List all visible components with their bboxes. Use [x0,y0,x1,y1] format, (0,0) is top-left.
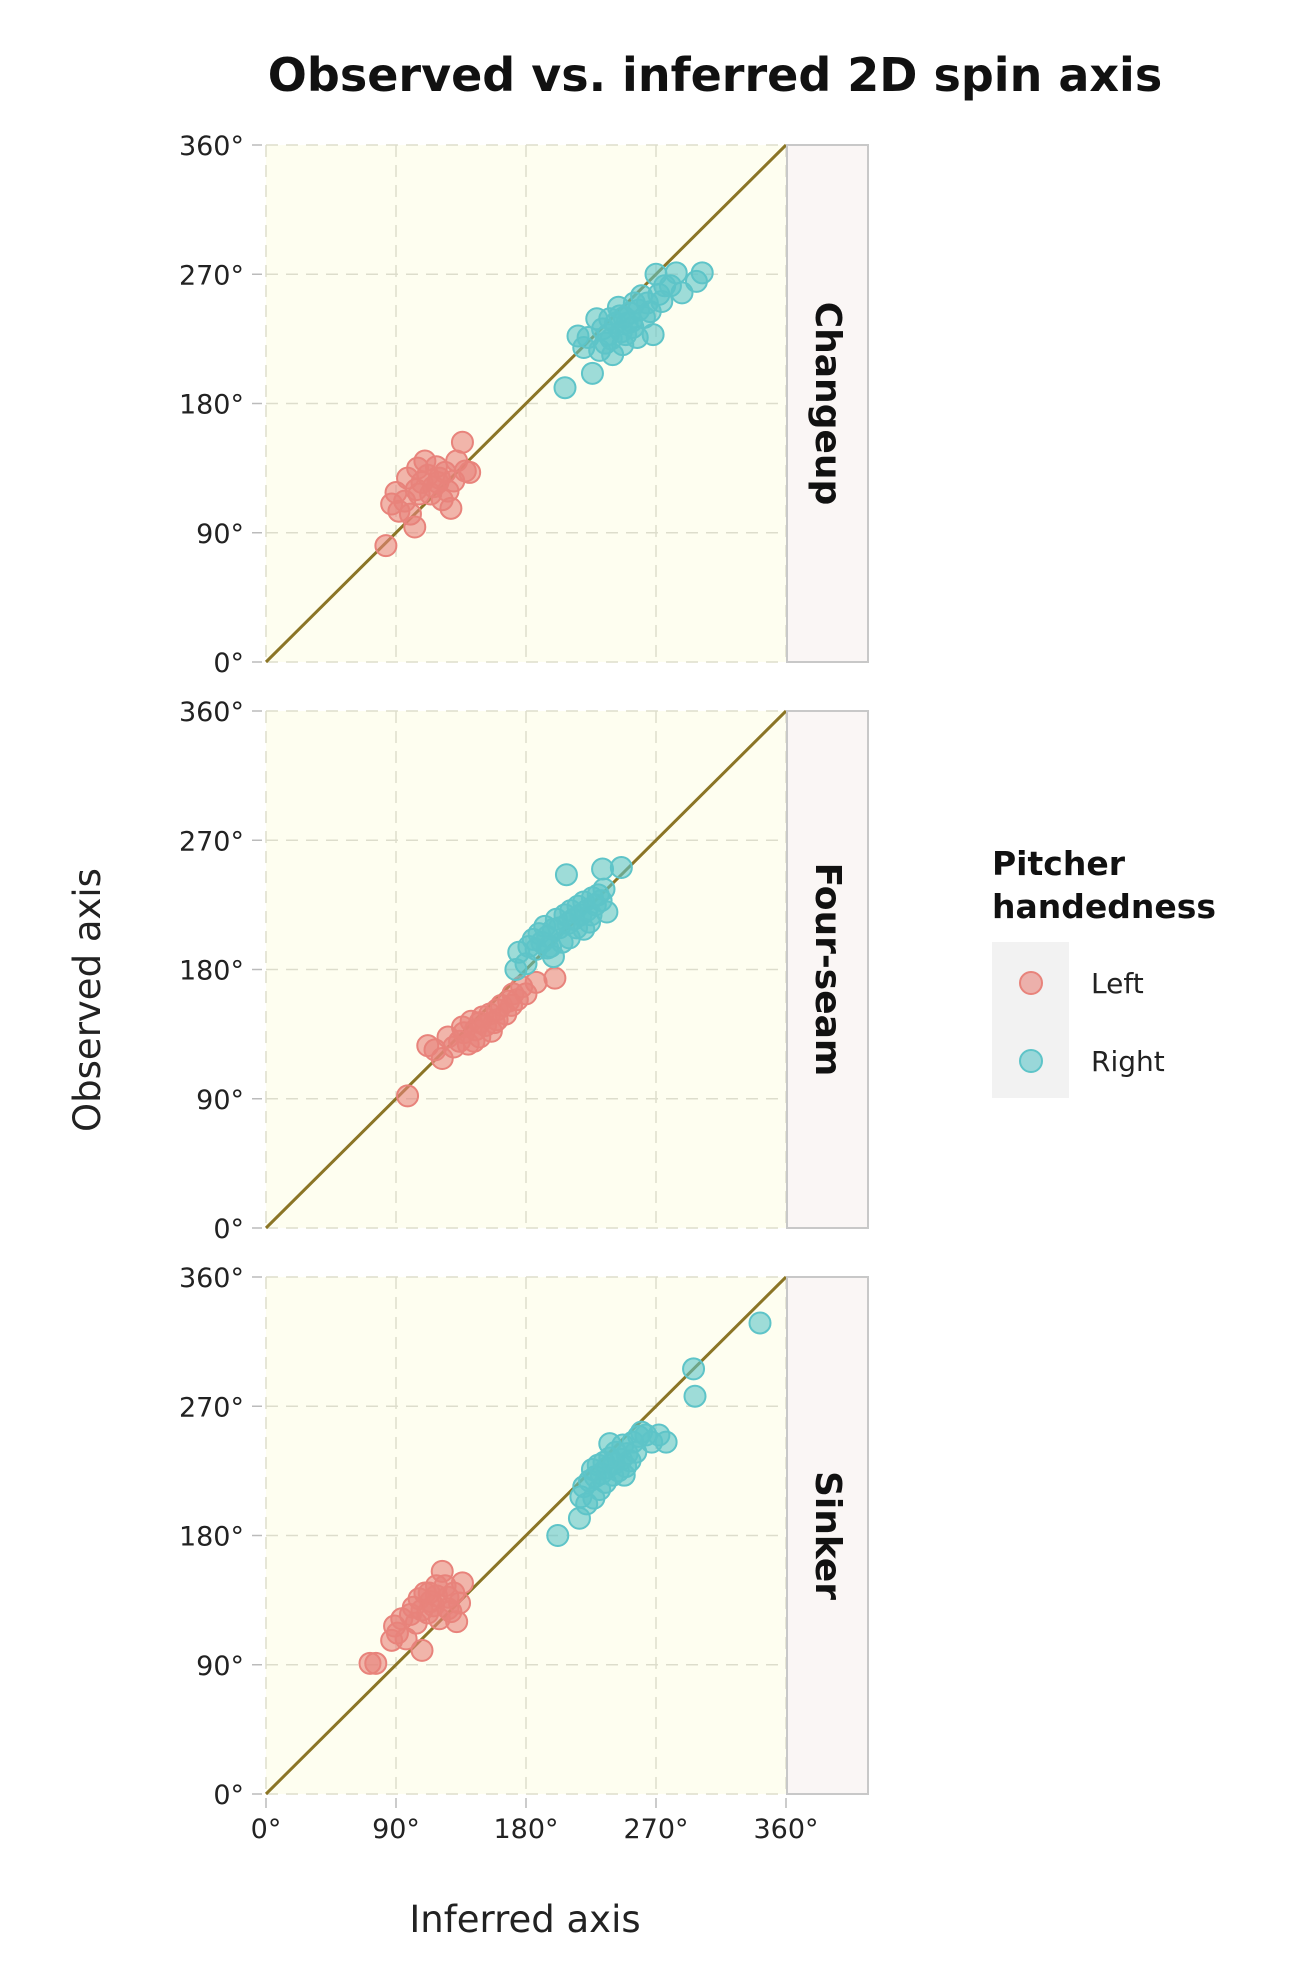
point-right [554,863,578,887]
y-tick-label: 180° [179,1522,244,1553]
point-left [410,1638,434,1662]
point-left [417,1581,441,1605]
point-right [690,261,714,285]
y-tick-label: 270° [179,1392,244,1423]
y-tick-label: 180° [179,390,244,421]
point-left [403,515,427,539]
legend: Pitcher handedness Left Right [992,844,1216,1098]
x-axis: 0° 90° 180° 270° 360° [251,1798,819,1845]
point-right [612,1463,636,1487]
legend-title-line: Pitcher [992,844,1126,883]
legend-key-right [1019,1049,1043,1073]
y-tick-label: 270° [179,260,244,291]
point-left [364,1651,388,1675]
point-right [536,936,560,960]
legend-key-background [992,942,1069,1098]
point-right [664,261,688,285]
reference-line [264,143,788,664]
point-left [439,496,463,520]
point-left [458,460,482,484]
point-right [598,1432,622,1456]
y-tick-label: 360° [179,131,244,162]
x-axis-label: Inferred axis [409,1898,640,1941]
facet-panel-changeup: 0° 90° 180° 270° 360° Changeup [179,131,869,679]
facet-panels: 0° 90° 180° 270° 360° Changeup 0° 90° 180° 270° 36… [179,131,869,1811]
y-tick-label: 90° [196,1651,244,1682]
y-axis-label: Observed axis [66,868,109,1132]
point-right [682,1357,706,1381]
facet-strip [786,1276,869,1795]
point-right [748,1311,772,1335]
point-right [609,856,633,880]
point-left [396,1084,420,1108]
facet-strip [786,144,869,663]
facet-strip-label: Changeup [807,302,848,506]
point-right [572,917,596,941]
facet-strip-label: Sinker [807,1471,848,1600]
facet-strip [786,710,869,1229]
y-tick-label: 90° [196,519,244,550]
point-right [546,1524,570,1547]
legend-label-right: Right [1091,1045,1165,1078]
point-right [580,361,604,385]
point-right [614,323,638,347]
point-left [407,482,431,506]
facet-panel-four-seam: 0° 90° 180° 270° 360° Four-seam [179,697,869,1245]
x-tick-label: 180° [493,1814,558,1845]
point-right [553,376,577,400]
y-tick-label: 90° [196,1085,244,1116]
point-right [654,1430,678,1454]
x-tick-label: 360° [753,1814,818,1845]
facet-strip-label: Four-seam [807,863,848,1077]
y-tick-label: 360° [179,697,244,728]
y-tick-label: 0° [213,648,244,679]
point-left [450,430,474,454]
y-tick-label: 360° [179,1263,244,1294]
point-left [374,534,398,558]
legend-title-line: handedness [992,887,1216,926]
point-left [468,1011,492,1035]
chart-title: Observed vs. inferred 2D spin axis [268,48,1162,102]
point-left [426,470,450,494]
point-left [450,1571,474,1595]
legend-key-left [1019,971,1043,995]
y-tick-label: 0° [213,1214,244,1245]
point-left [500,993,524,1017]
x-tick-label: 90° [372,1814,420,1845]
y-tick-label: 180° [179,956,244,987]
y-tick-label: 0° [213,1780,244,1811]
point-right [641,323,665,347]
x-tick-label: 270° [623,1814,688,1845]
point-left [543,966,567,990]
facet-panel-sinker: 0° 90° 180° 270° 360° Sinker [179,1263,869,1811]
point-right [591,857,615,881]
point-left [524,970,548,994]
point-right [683,1384,707,1408]
point-left [445,1610,469,1634]
legend-label-left: Left [1091,967,1144,1000]
y-tick-label: 270° [179,826,244,857]
x-tick-label: 0° [251,1814,282,1845]
point-right [592,877,616,901]
